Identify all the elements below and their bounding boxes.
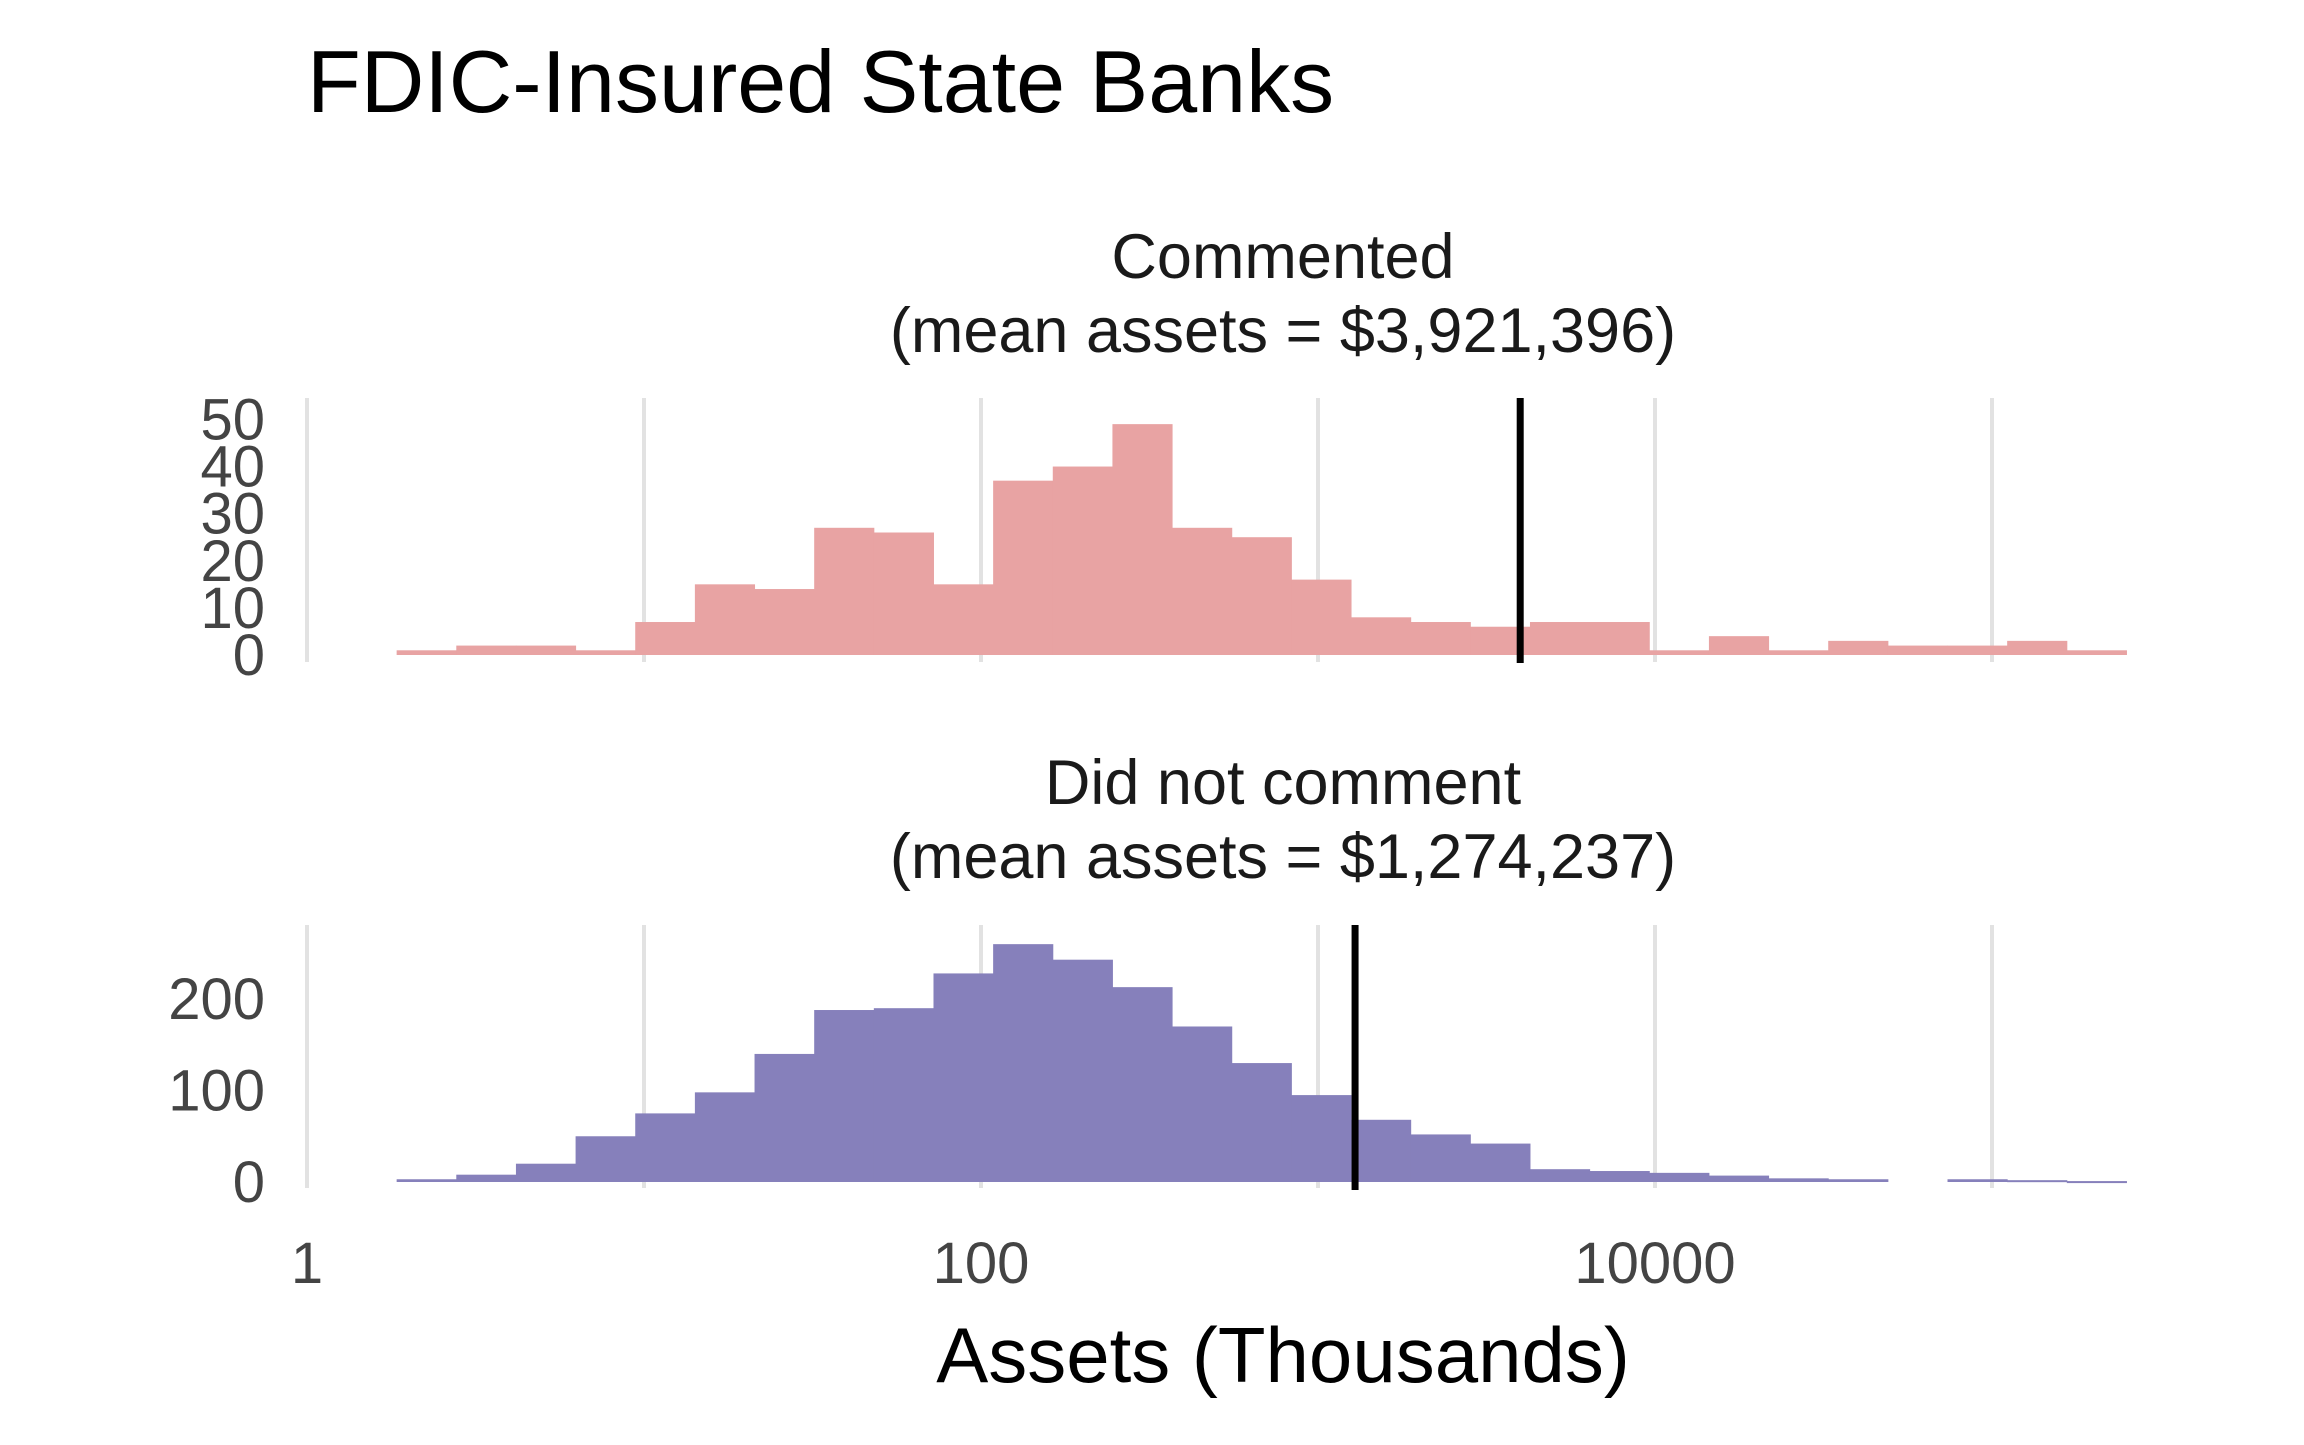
histogram-bar (635, 1113, 696, 1182)
histogram-bar (1291, 579, 1352, 655)
facet-commented: Commented(mean assets = $3,921,396) 01020… (200, 222, 2127, 688)
histogram-bar (456, 1174, 517, 1182)
x-tick-label: 10000 (1574, 1231, 1735, 1296)
histogram-bar (575, 650, 636, 655)
histogram-bar (396, 650, 457, 655)
histogram-bar (1947, 645, 2008, 655)
histogram-bar (754, 589, 815, 655)
y-tick-label: 0 (233, 623, 265, 688)
histogram-bar (456, 645, 517, 655)
histogram-bar (1529, 622, 1591, 655)
y-tick-label: 10 (200, 576, 265, 641)
x-tick-label: 1 (291, 1231, 323, 1296)
histogram-bar (933, 584, 994, 655)
y-tick-label: 100 (168, 1059, 265, 1124)
chart-title: FDIC-Insured State Banks (307, 32, 1334, 131)
histogram-bar (873, 532, 934, 655)
histogram-bar (1529, 1169, 1591, 1182)
histogram-bar (1828, 640, 1889, 655)
y-tick-label: 40 (200, 435, 265, 500)
histogram-bar (1708, 636, 1770, 655)
histogram-bar (2007, 1180, 2068, 1183)
y-tick-label: 30 (200, 482, 265, 547)
x-axis: 1 100 10000 (291, 1231, 1736, 1296)
y-tick-label: 200 (168, 967, 265, 1032)
bars (396, 424, 2127, 655)
histogram-bar (2066, 650, 2127, 655)
facet-subtitle: (mean assets = $3,921,396) (890, 296, 1676, 366)
histogram-bar (2066, 1181, 2127, 1184)
histogram-bar (1708, 1175, 1770, 1182)
histogram-bar (1768, 650, 1829, 655)
histogram-bar (1649, 650, 1710, 655)
facet-title: Commented (1111, 222, 1454, 292)
histogram-bar (1052, 959, 1113, 1182)
histogram-bar (814, 527, 875, 655)
y-tick-label: 50 (200, 387, 265, 452)
histogram-bar (1231, 1063, 1292, 1182)
x-axis-title: Assets (Thousands) (936, 1311, 1630, 1399)
histogram-bar (1768, 1178, 1829, 1182)
histogram-bar (1052, 466, 1113, 655)
facets-layer: Commented(mean assets = $3,921,396)01020… (168, 222, 2127, 1215)
histogram-bar (2007, 640, 2068, 655)
facet-subtitle: (mean assets = $1,274,237) (890, 822, 1676, 892)
histogram-bar (635, 622, 696, 655)
y-tick-label: 0 (233, 1150, 265, 1215)
histogram-bar (575, 1136, 636, 1182)
histogram-bar (754, 1053, 815, 1182)
histogram-bar (993, 944, 1054, 1182)
histogram-bar (1351, 1119, 1412, 1182)
histogram-bar (1410, 622, 1471, 655)
histogram-bar (1351, 617, 1412, 655)
histogram-bar (1410, 1134, 1471, 1182)
histogram-bar (1291, 1095, 1352, 1182)
histogram-bar (1231, 537, 1292, 655)
histogram-bar (1112, 424, 1173, 655)
histogram-bar (515, 645, 577, 655)
histogram-bar (1828, 1179, 1889, 1182)
histogram-bar (694, 584, 756, 655)
x-tick-label: 100 (933, 1231, 1030, 1296)
histogram-bar (1112, 987, 1173, 1182)
histogram-bar (814, 1010, 875, 1182)
facet-did-not-comment: Did not comment(mean assets = $1,274,237… (168, 748, 2127, 1215)
facet-title: Did not comment (1045, 748, 1522, 818)
histogram-bar (1589, 622, 1650, 655)
histogram-bar (515, 1163, 577, 1182)
grid-lines (305, 398, 1994, 662)
histogram-bar (1470, 1143, 1531, 1182)
y-axis: 0 100 200 (168, 967, 265, 1215)
histogram-bar (396, 1179, 457, 1182)
histogram-bar (1649, 1172, 1710, 1182)
histogram-bar (1172, 527, 1233, 655)
histogram-bar (1172, 1026, 1233, 1182)
histogram-bar (933, 973, 994, 1182)
histogram-bar (1589, 1171, 1650, 1182)
bars (396, 944, 2127, 1184)
histogram-bar (993, 480, 1054, 655)
histogram-bar (1947, 1179, 2008, 1182)
histogram-bar (694, 1092, 756, 1182)
y-tick-label: 20 (200, 529, 265, 594)
histogram-bar (873, 1008, 934, 1182)
histogram-bar (1887, 645, 1949, 655)
